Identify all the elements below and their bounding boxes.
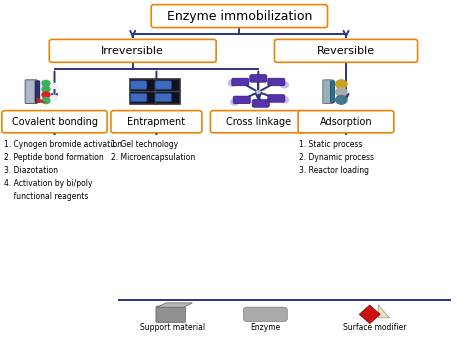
Circle shape — [51, 95, 57, 100]
FancyBboxPatch shape — [130, 79, 180, 104]
FancyBboxPatch shape — [155, 81, 172, 89]
Polygon shape — [359, 305, 380, 324]
Circle shape — [42, 80, 50, 86]
Text: Support material: Support material — [140, 323, 206, 332]
Circle shape — [256, 91, 260, 93]
Circle shape — [228, 80, 237, 86]
FancyBboxPatch shape — [233, 96, 250, 104]
FancyBboxPatch shape — [323, 80, 333, 103]
FancyBboxPatch shape — [232, 78, 249, 86]
FancyBboxPatch shape — [268, 78, 285, 86]
Text: Covalent bonding: Covalent bonding — [11, 117, 98, 127]
Circle shape — [281, 82, 288, 88]
FancyBboxPatch shape — [155, 93, 172, 102]
Text: 1. Cynogen bromide activation
2. Peptide bond formation
3. Diazotation
4. Activa: 1. Cynogen bromide activation 2. Peptide… — [4, 140, 122, 201]
Text: Adsorption: Adsorption — [319, 117, 373, 127]
Circle shape — [230, 99, 238, 105]
FancyBboxPatch shape — [111, 111, 202, 133]
Polygon shape — [157, 303, 192, 307]
Text: Enzyme: Enzyme — [250, 323, 281, 332]
Text: Reversible: Reversible — [317, 46, 375, 56]
FancyBboxPatch shape — [2, 111, 107, 133]
FancyBboxPatch shape — [298, 111, 394, 133]
Text: Cross linkage: Cross linkage — [226, 117, 291, 127]
Circle shape — [42, 97, 50, 104]
Text: Irreversible: Irreversible — [101, 46, 164, 56]
FancyBboxPatch shape — [35, 81, 40, 102]
Polygon shape — [378, 305, 390, 318]
FancyBboxPatch shape — [330, 81, 335, 102]
Text: Enzyme immobilization: Enzyme immobilization — [167, 10, 312, 23]
FancyBboxPatch shape — [244, 307, 287, 321]
Circle shape — [42, 92, 50, 98]
FancyBboxPatch shape — [268, 95, 285, 102]
Circle shape — [336, 80, 347, 88]
Circle shape — [51, 83, 57, 88]
Circle shape — [42, 86, 50, 92]
FancyBboxPatch shape — [25, 80, 37, 103]
FancyBboxPatch shape — [156, 306, 185, 323]
FancyBboxPatch shape — [151, 5, 328, 28]
FancyBboxPatch shape — [49, 39, 216, 62]
FancyBboxPatch shape — [130, 93, 147, 102]
Circle shape — [281, 97, 288, 103]
Text: 1. Gel technology
2. Microencapsulation: 1. Gel technology 2. Microencapsulation — [111, 140, 196, 162]
FancyBboxPatch shape — [274, 39, 418, 62]
Polygon shape — [36, 97, 46, 103]
Text: Surface modifier: Surface modifier — [343, 323, 406, 332]
Circle shape — [336, 88, 347, 96]
Text: 1. Static process
2. Dynamic process
3. Reactor loading: 1. Static process 2. Dynamic process 3. … — [299, 140, 374, 175]
Text: Entrapment: Entrapment — [128, 117, 185, 127]
FancyBboxPatch shape — [250, 74, 267, 82]
Circle shape — [336, 96, 347, 104]
FancyBboxPatch shape — [252, 100, 269, 107]
FancyBboxPatch shape — [130, 81, 147, 89]
FancyBboxPatch shape — [210, 111, 306, 133]
